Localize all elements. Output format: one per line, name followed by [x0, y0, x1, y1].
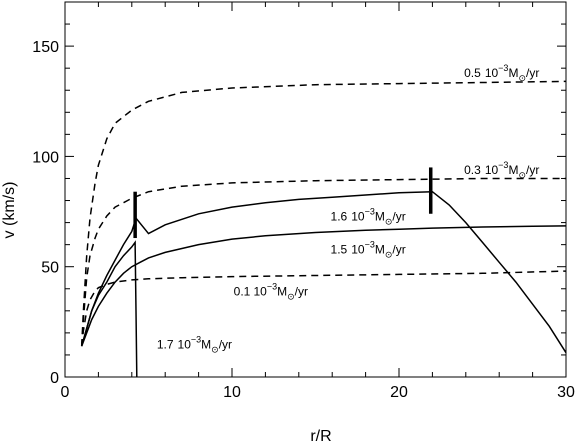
label-mass-symbol: M — [375, 209, 385, 223]
label-unit: /yr — [392, 209, 405, 223]
y-tick-label: 150 — [32, 39, 59, 56]
sun-symbol-icon: ⊙ — [211, 344, 219, 354]
label-power-base: 10 — [253, 284, 267, 298]
label-unit: /yr — [526, 163, 539, 177]
x-tick-label: 10 — [223, 384, 241, 401]
series-line-dash-05 — [80, 80, 567, 347]
series-line-solid-17 — [80, 240, 138, 378]
plot-frame — [64, 1, 567, 378]
label-exponent: −3 — [191, 334, 201, 344]
label-exponent: −3 — [365, 239, 375, 249]
sun-symbol-icon: ⊙ — [518, 170, 526, 180]
series-line-solid-16 — [80, 190, 567, 354]
axis-ticks: 0 10 20 30 0 50 100 150 — [32, 1, 575, 401]
label-power-base: 10 — [485, 66, 499, 80]
label-unit: /yr — [392, 242, 405, 256]
label-power-base: 10 — [485, 163, 499, 177]
series-labels: 0.5 10−3M⊙/yr0.3 10−3M⊙/yr0.1 10−3M⊙/yr1.6 1… — [157, 63, 539, 354]
label-mass-symbol: M — [508, 66, 518, 80]
label-unit: /yr — [526, 66, 539, 80]
label-coefficient: 1.7 — [157, 337, 174, 351]
label-exponent: −3 — [365, 206, 375, 216]
y-tick-label: 0 — [50, 370, 59, 387]
label-coefficient: 0.5 — [464, 66, 481, 80]
sun-symbol-icon: ⊙ — [287, 291, 295, 301]
series-line-solid-15 — [80, 225, 567, 347]
label-mass-symbol: M — [375, 242, 385, 256]
y-tick-label: 50 — [41, 260, 59, 277]
transition-markers — [133, 167, 433, 239]
series-label-dash-05: 0.5 10−3M⊙/yr — [464, 63, 539, 83]
label-coefficient: 1.6 — [331, 209, 348, 223]
sun-symbol-icon: ⊙ — [518, 73, 526, 83]
x-tick-label: 0 — [61, 384, 70, 401]
label-power-base: 10 — [351, 242, 365, 256]
series-label-solid-16: 1.6 10−3M⊙/yr — [331, 206, 406, 226]
label-exponent: −3 — [498, 160, 508, 170]
label-exponent: −3 — [498, 63, 508, 73]
label-unit: /yr — [219, 337, 232, 351]
y-axis-label: v (km/s) — [1, 182, 18, 239]
label-mass-symbol: M — [277, 284, 287, 298]
label-power-base: 10 — [178, 337, 192, 351]
series-lines — [80, 80, 567, 378]
x-tick-label: 30 — [557, 384, 575, 401]
series-line-dash-03 — [80, 177, 566, 347]
series-label-dash-01: 0.1 10−3M⊙/yr — [234, 281, 308, 301]
plot-border — [64, 1, 567, 378]
sun-symbol-icon: ⊙ — [385, 249, 393, 259]
series-label-dash-03: 0.3 10−3M⊙/yr — [464, 160, 539, 180]
x-axis-label: r/R — [310, 428, 331, 445]
series-label-solid-15: 1.5 10−3M⊙/yr — [331, 239, 406, 259]
series-line-dash-01 — [80, 270, 567, 347]
x-tick-label: 20 — [390, 384, 408, 401]
label-power-base: 10 — [351, 209, 365, 223]
label-coefficient: 0.1 — [234, 284, 251, 298]
label-exponent: −3 — [267, 281, 277, 291]
sun-symbol-icon: ⊙ — [385, 216, 393, 226]
label-mass-symbol: M — [201, 337, 211, 351]
series-label-solid-17: 1.7 10−3M⊙/yr — [157, 334, 232, 354]
label-coefficient: 0.3 — [464, 163, 481, 177]
label-coefficient: 1.5 — [331, 242, 348, 256]
label-mass-symbol: M — [508, 163, 518, 177]
y-tick-label: 100 — [32, 149, 59, 166]
label-unit: /yr — [295, 284, 308, 298]
